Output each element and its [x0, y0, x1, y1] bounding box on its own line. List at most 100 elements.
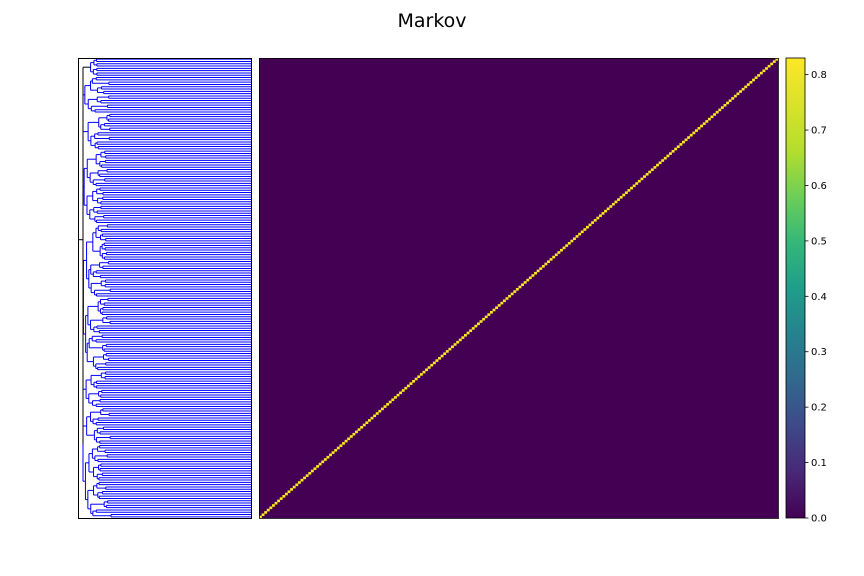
heatmap-diagonal-cell — [261, 513, 265, 516]
heatmap-diagonal-cell — [347, 437, 351, 441]
heatmap-diagonal-cell — [474, 324, 478, 328]
heatmap-diagonal-cell — [643, 175, 646, 178]
heatmap-diagonal-cell — [388, 400, 392, 404]
heatmap-diagonal-cell — [414, 377, 418, 381]
heatmap-diagonal-cell — [305, 474, 309, 477]
heatmap-diagonal-cell — [705, 120, 709, 123]
heatmap-diagonal-cell — [321, 460, 325, 464]
heatmap-diagonal-cell — [515, 288, 519, 291]
colorbar-tick-label: 0.2 — [811, 403, 827, 414]
heatmap-diagonal-cell — [502, 299, 506, 303]
heatmap-diagonal-cell — [448, 347, 452, 351]
heatmap-diagonal-cell — [375, 412, 379, 415]
heatmap-diagonal-cell — [495, 306, 499, 309]
heatmap-diagonal-cell — [536, 269, 540, 273]
heatmap-diagonal-cell — [316, 465, 319, 468]
heatmap-diagonal-cell — [752, 78, 755, 82]
heatmap-diagonal-cell — [526, 278, 530, 282]
heatmap-diagonal-cell — [391, 398, 395, 401]
heatmap — [259, 58, 779, 519]
heatmap-diagonal-cell — [453, 343, 457, 346]
heatmap-diagonal-cell — [570, 239, 574, 243]
heatmap-diagonal-cell — [458, 338, 462, 342]
heatmap-diagonal-cell — [557, 251, 561, 254]
heatmap-diagonal-cell — [627, 189, 631, 192]
heatmap-diagonal-cell — [767, 64, 771, 68]
colorbar-ticks: 0.0 0.1 0.2 0.3 0.4 0.5 0.6 0.7 0.8 — [805, 70, 827, 525]
heatmap-diagonal-cell — [367, 419, 371, 422]
heatmap-diagonal-cell — [464, 334, 467, 337]
heatmap-diagonal-cell — [567, 242, 571, 245]
heatmap-diagonal-cell — [274, 501, 278, 505]
heatmap-diagonal-cell — [560, 248, 563, 252]
heatmap-diagonal-cell — [370, 416, 374, 420]
heatmap-diagonal-cell — [656, 163, 659, 167]
heatmap-diagonal-cell — [544, 262, 548, 266]
heatmap-diagonal-cell — [663, 156, 667, 160]
heatmap-diagonal-cell — [435, 359, 439, 362]
colorbar-tick-label: 0.3 — [811, 347, 827, 358]
heatmap-diagonal-cell — [417, 375, 421, 378]
heatmap-diagonal-cell — [746, 83, 750, 86]
heatmap-diagonal-cell — [513, 290, 517, 293]
heatmap-frame — [259, 58, 779, 519]
heatmap-diagonal-cell — [461, 336, 465, 339]
heatmap-diagonal-cell — [378, 409, 382, 413]
heatmap-diagonal-cell — [681, 140, 685, 144]
heatmap-diagonal-cell — [710, 115, 714, 119]
heatmap-diagonal-cell — [489, 311, 493, 314]
heatmap-diagonal-cell — [425, 368, 428, 372]
colorbar-tick-label: 0.6 — [811, 181, 827, 192]
heatmap-diagonal-cell — [344, 439, 348, 443]
heatmap-diagonal-cell — [500, 301, 504, 305]
dendrogram — [79, 58, 251, 518]
heatmap-diagonal-cell — [585, 225, 589, 229]
heatmap-diagonal-cell — [259, 515, 262, 519]
heatmap-diagonal-cell — [539, 267, 543, 270]
heatmap-diagonal-cell — [505, 297, 509, 300]
heatmap-diagonal-cell — [295, 483, 299, 487]
heatmap-diagonal-cell — [645, 173, 649, 176]
heatmap-diagonal-cell — [469, 329, 473, 332]
heatmap-diagonal-cell — [554, 253, 558, 257]
heatmap-diagonal-cell — [588, 223, 592, 227]
heatmap-diagonal-cell — [593, 219, 597, 222]
heatmap-diagonal-cell — [284, 492, 288, 496]
heatmap-diagonal-cell — [365, 421, 369, 424]
heatmap-diagonal-cell — [518, 285, 522, 289]
heatmap-diagonal-cell — [650, 168, 654, 171]
heatmap-diagonal-cell — [290, 488, 294, 491]
heatmap-diagonal-cell — [318, 462, 322, 466]
heatmap-diagonal-cell — [521, 283, 524, 286]
heatmap-diagonal-cell — [632, 184, 636, 188]
dendrogram-frame — [78, 58, 252, 519]
heatmap-diagonal-cell — [757, 74, 761, 77]
heatmap-diagonal-cell — [718, 108, 722, 112]
heatmap-diagonal-cell — [637, 179, 641, 183]
heatmap-diagonal-cell — [713, 113, 717, 116]
heatmap-diagonal-cell — [292, 485, 296, 489]
heatmap-diagonal-cell — [266, 508, 270, 512]
heatmap-diagonal-cell — [770, 62, 774, 66]
heatmap-diagonal-cell — [352, 432, 356, 436]
heatmap-diagonal-cell — [383, 405, 387, 408]
heatmap-diagonal-cell — [355, 430, 358, 434]
heatmap-diagonal-cell — [443, 352, 447, 355]
heatmap-diagonal-cell — [277, 499, 281, 503]
heatmap-diagonal-cell — [731, 97, 735, 100]
heatmap-diagonal-cell — [373, 414, 377, 418]
heatmap-diagonal-cell — [772, 60, 776, 63]
heatmap-diagonal-cell — [702, 122, 706, 125]
heatmap-diagonal-cell — [562, 246, 566, 250]
heatmap-diagonal-cell — [598, 214, 602, 217]
heatmap-diagonal-cell — [279, 497, 283, 500]
heatmap-diagonal-cell — [362, 423, 366, 427]
heatmap-diagonal-cell — [360, 426, 364, 429]
heatmap-diagonal-cell — [669, 152, 672, 155]
heatmap-diagonal-cell — [694, 129, 698, 132]
heatmap-diagonal-cell — [733, 94, 737, 98]
heatmap-diagonal-cell — [609, 205, 613, 208]
heatmap-diagonal-cell — [744, 85, 748, 89]
heatmap-diagonal-cell — [393, 396, 397, 399]
heatmap-diagonal-cell — [396, 393, 400, 397]
